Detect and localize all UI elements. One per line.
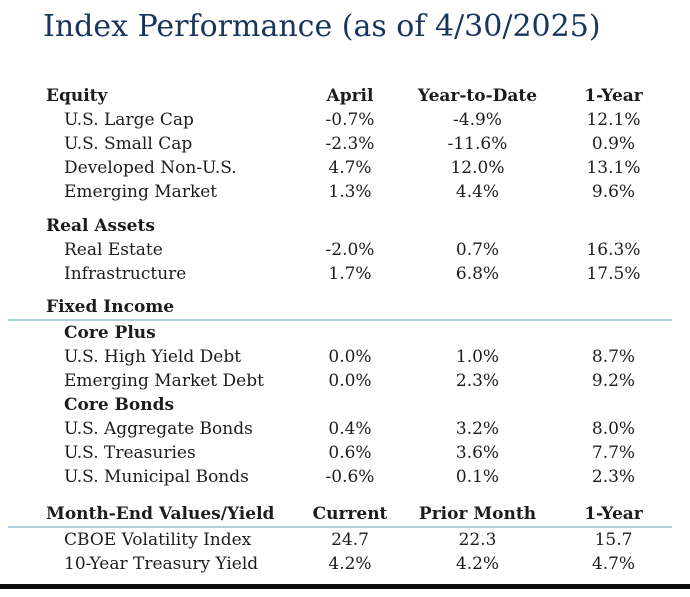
one-year-value: 4.7% (591, 554, 636, 574)
index-performance-table: Equity April Year-to-Date 1-Year U.S. La… (8, 84, 672, 576)
page-title: Index Performance (as of 4/30/2025) (43, 9, 601, 44)
ytd-value: 0.1% (455, 467, 500, 487)
ytd-value: -4.9% (453, 110, 502, 130)
table-row: Emerging Market Debt 0.0% 2.3% 9.2% (8, 369, 672, 393)
section-header-real-assets: Real Assets (8, 214, 672, 238)
table-header-row-month-end: Month-End Values/Yield Current Prior Mon… (8, 502, 672, 526)
section-divider (8, 319, 672, 321)
april-value: 0.4% (328, 419, 372, 439)
current-value: 4.2% (328, 554, 372, 574)
one-year-value: 12.1% (586, 110, 641, 130)
section-header-equity: Equity (46, 86, 108, 106)
section-header-month-end: Month-End Values/Yield (46, 504, 275, 524)
april-value: 0.0% (328, 347, 372, 367)
table-row: Developed Non-U.S. 4.7% 12.0% 13.1% (8, 156, 672, 180)
april-value: -2.3% (325, 134, 375, 154)
table-row: Emerging Market 1.3% 4.4% 9.6% (8, 180, 672, 204)
april-value: 1.7% (328, 264, 372, 284)
column-header-april: April (326, 86, 374, 106)
table-row: Infrastructure 1.7% 6.8% 17.5% (8, 262, 672, 286)
ytd-value: 12.0% (450, 158, 505, 178)
ytd-value: 3.6% (455, 443, 500, 463)
subsection-header-core-plus: Core Plus (8, 321, 672, 345)
ytd-value: 1.0% (455, 347, 500, 367)
column-header-prior-month: Prior Month (418, 504, 537, 524)
section-label: Real Assets (46, 216, 155, 236)
april-value: 1.3% (328, 182, 372, 202)
prior-month-value: 4.2% (455, 554, 500, 574)
row-label: U.S. Large Cap (64, 110, 194, 130)
one-year-value: 16.3% (586, 240, 641, 260)
subsection-header-core-bonds: Core Bonds (8, 393, 672, 417)
table-row: U.S. Municipal Bonds -0.6% 0.1% 2.3% (8, 465, 672, 489)
table-row: 10-Year Treasury Yield 4.2% 4.2% 4.7% (8, 552, 672, 576)
column-header-current: Current (312, 504, 388, 524)
one-year-value: 0.9% (591, 134, 636, 154)
row-label: Emerging Market Debt (64, 371, 264, 391)
ytd-value: 4.4% (455, 182, 500, 202)
april-value: 0.6% (328, 443, 372, 463)
row-label: U.S. Treasuries (64, 443, 196, 463)
april-value: -0.7% (325, 110, 375, 130)
table-row: U.S. High Yield Debt 0.0% 1.0% 8.7% (8, 345, 672, 369)
ytd-value: 6.8% (455, 264, 500, 284)
april-value: 4.7% (328, 158, 372, 178)
one-year-value: 15.7 (594, 530, 633, 550)
column-header-1year: 1-Year (584, 504, 643, 524)
subsection-label: Core Bonds (64, 395, 175, 415)
april-value: -2.0% (325, 240, 375, 260)
current-value: 24.7 (331, 530, 369, 550)
table-row: U.S. Aggregate Bonds 0.4% 3.2% 8.0% (8, 417, 672, 441)
table-row: Real Estate -2.0% 0.7% 16.3% (8, 238, 672, 262)
april-value: 0.0% (328, 371, 372, 391)
row-label: Infrastructure (64, 264, 187, 284)
row-label: U.S. Aggregate Bonds (64, 419, 253, 439)
bottom-border-rule (0, 584, 690, 589)
row-label: U.S. Municipal Bonds (64, 467, 249, 487)
row-label: U.S. Small Cap (64, 134, 193, 154)
row-label: CBOE Volatility Index (64, 530, 252, 550)
ytd-value: -11.6% (447, 134, 508, 154)
table-row: CBOE Volatility Index 24.7 22.3 15.7 (8, 528, 672, 552)
one-year-value: 17.5% (586, 264, 641, 284)
column-header-1year: 1-Year (584, 86, 643, 106)
table-row: U.S. Treasuries 0.6% 3.6% 7.7% (8, 441, 672, 465)
row-label: Real Estate (64, 240, 163, 260)
one-year-value: 7.7% (591, 443, 636, 463)
table-header-row-equity: Equity April Year-to-Date 1-Year (8, 84, 672, 108)
ytd-value: 3.2% (455, 419, 500, 439)
table-row: U.S. Large Cap -0.7% -4.9% 12.1% (8, 108, 672, 132)
ytd-value: 0.7% (455, 240, 500, 260)
one-year-value: 9.2% (591, 371, 636, 391)
row-label: U.S. High Yield Debt (64, 347, 242, 367)
row-label: 10-Year Treasury Yield (64, 554, 259, 574)
one-year-value: 8.0% (591, 419, 636, 439)
column-header-ytd: Year-to-Date (417, 86, 538, 106)
one-year-value: 9.6% (591, 182, 636, 202)
one-year-value: 13.1% (586, 158, 641, 178)
section-divider (8, 526, 672, 528)
row-label: Emerging Market (64, 182, 218, 202)
prior-month-value: 22.3 (458, 530, 497, 550)
april-value: -0.6% (325, 467, 375, 487)
one-year-value: 8.7% (591, 347, 636, 367)
one-year-value: 2.3% (591, 467, 636, 487)
table-row: U.S. Small Cap -2.3% -11.6% 0.9% (8, 132, 672, 156)
subsection-label: Core Plus (64, 323, 156, 343)
row-label: Developed Non-U.S. (64, 158, 237, 178)
section-header-fixed-income: Fixed Income (8, 295, 672, 319)
ytd-value: 2.3% (455, 371, 500, 391)
section-label: Fixed Income (46, 297, 175, 317)
